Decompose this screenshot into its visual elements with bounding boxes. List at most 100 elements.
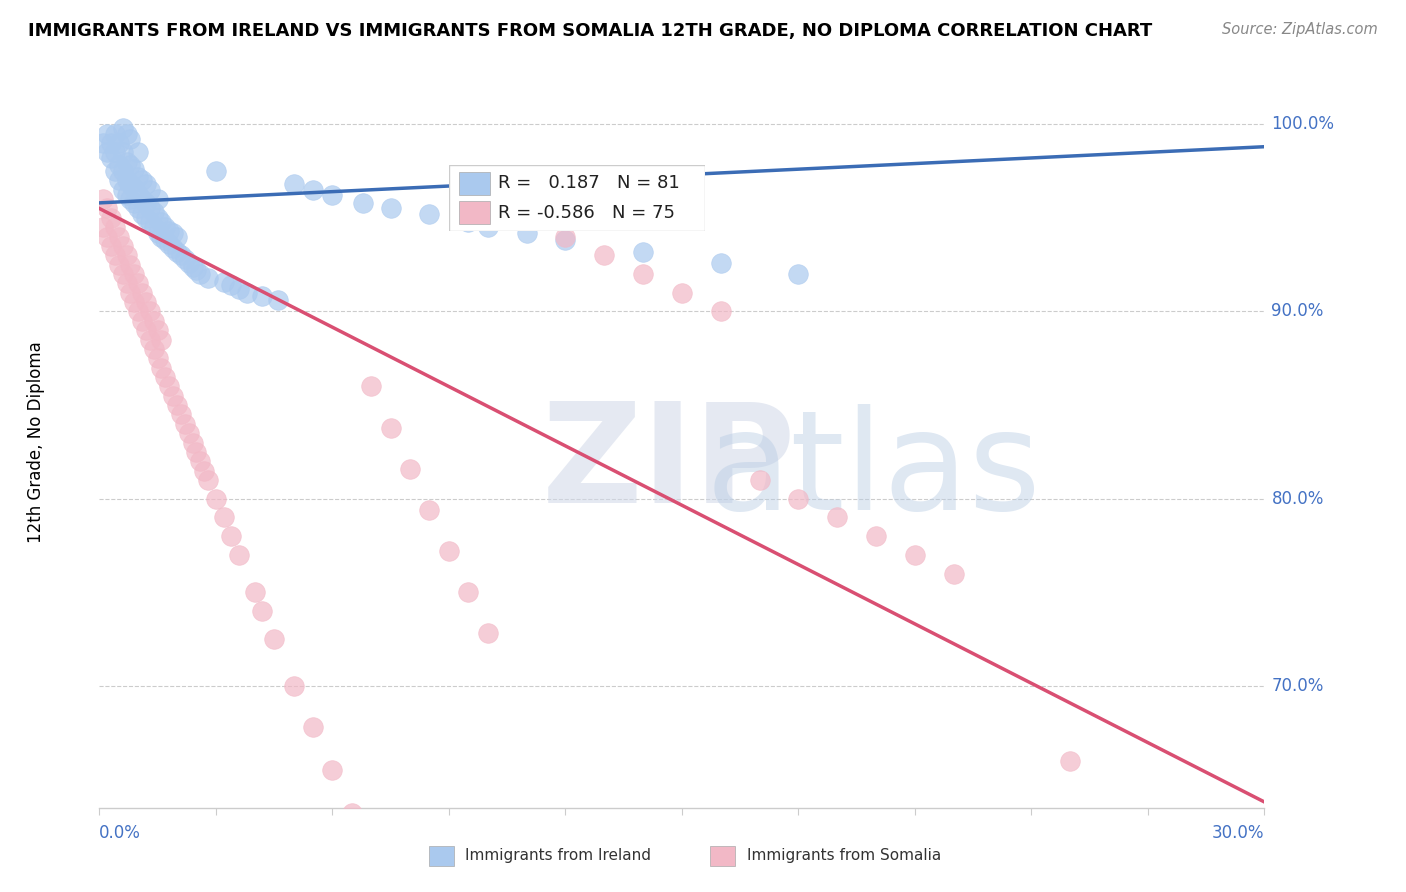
Point [115,127,138,141]
Point [173,252,195,266]
Point [96,127,118,141]
Point [212,275,235,289]
Text: R = -0.586   N = 75: R = -0.586 N = 75 [498,204,675,222]
Point [177,426,200,441]
Point [1059,754,1081,768]
Point [115,188,138,202]
Point [124,267,146,281]
Point [111,164,134,178]
Point [197,270,219,285]
Point [212,510,235,524]
Point [155,233,177,247]
Point [418,207,440,221]
Point [166,398,188,412]
Point [127,169,149,184]
Point [107,258,129,272]
Point [352,195,374,210]
Point [321,188,343,202]
Point [787,267,810,281]
Point [157,379,180,393]
Point [437,544,460,558]
Point [139,214,162,228]
Point [221,529,243,543]
Point [267,293,290,308]
Point [321,763,343,777]
Point [302,183,325,197]
Point [150,214,173,228]
Point [120,192,142,206]
Point [142,342,165,356]
Point [146,192,169,206]
Bar [460,202,489,224]
Point [91,136,114,150]
Point [146,226,169,240]
Point [188,267,211,281]
Point [96,229,118,244]
Point [554,233,576,247]
Point [111,239,134,253]
Point [124,295,146,310]
Point [825,510,848,524]
Point [283,177,305,191]
Point [104,145,127,160]
Point [197,473,219,487]
Point [146,211,169,225]
Point [115,277,138,291]
Point [302,720,325,734]
Point [205,164,228,178]
Text: Immigrants from Ireland: Immigrants from Ireland [465,848,651,863]
Point [150,360,173,375]
Point [186,263,208,277]
Point [96,202,118,216]
Text: 30.0%: 30.0% [1212,823,1264,842]
Point [131,285,153,300]
Text: 90.0%: 90.0% [1271,302,1324,320]
Point [111,120,134,135]
Point [228,282,250,296]
Point [127,186,149,201]
Point [111,183,134,197]
Point [120,132,142,146]
Point [115,248,138,262]
Point [516,211,538,225]
Point [91,192,114,206]
Point [181,435,204,450]
Point [142,220,165,235]
Point [631,267,654,281]
Point [111,267,134,281]
Point [104,248,127,262]
Point [146,323,169,337]
Point [904,548,927,562]
Point [115,154,138,169]
Point [100,239,122,253]
Point [150,229,173,244]
Point [142,205,165,219]
Point [263,632,285,646]
Point [107,229,129,244]
Point [457,214,479,228]
Point [139,304,162,318]
Point [380,420,402,434]
Point [710,304,733,318]
Point [593,248,616,262]
Point [131,192,153,206]
Point [157,237,180,252]
Point [135,211,157,225]
Point [91,220,114,235]
Point [554,229,576,244]
Point [252,604,274,618]
Point [135,323,157,337]
Point [177,256,200,270]
Point [127,202,149,216]
Point [477,220,499,235]
Point [96,145,118,160]
Point [124,181,146,195]
Text: IMMIGRANTS FROM IRELAND VS IMMIGRANTS FROM SOMALIA 12TH GRADE, NO DIPLOMA CORREL: IMMIGRANTS FROM IRELAND VS IMMIGRANTS FR… [28,22,1153,40]
Point [124,162,146,177]
Point [120,177,142,191]
Point [228,548,250,562]
Point [124,195,146,210]
Point [104,127,127,141]
Text: 70.0%: 70.0% [1271,677,1324,695]
Point [340,806,363,821]
